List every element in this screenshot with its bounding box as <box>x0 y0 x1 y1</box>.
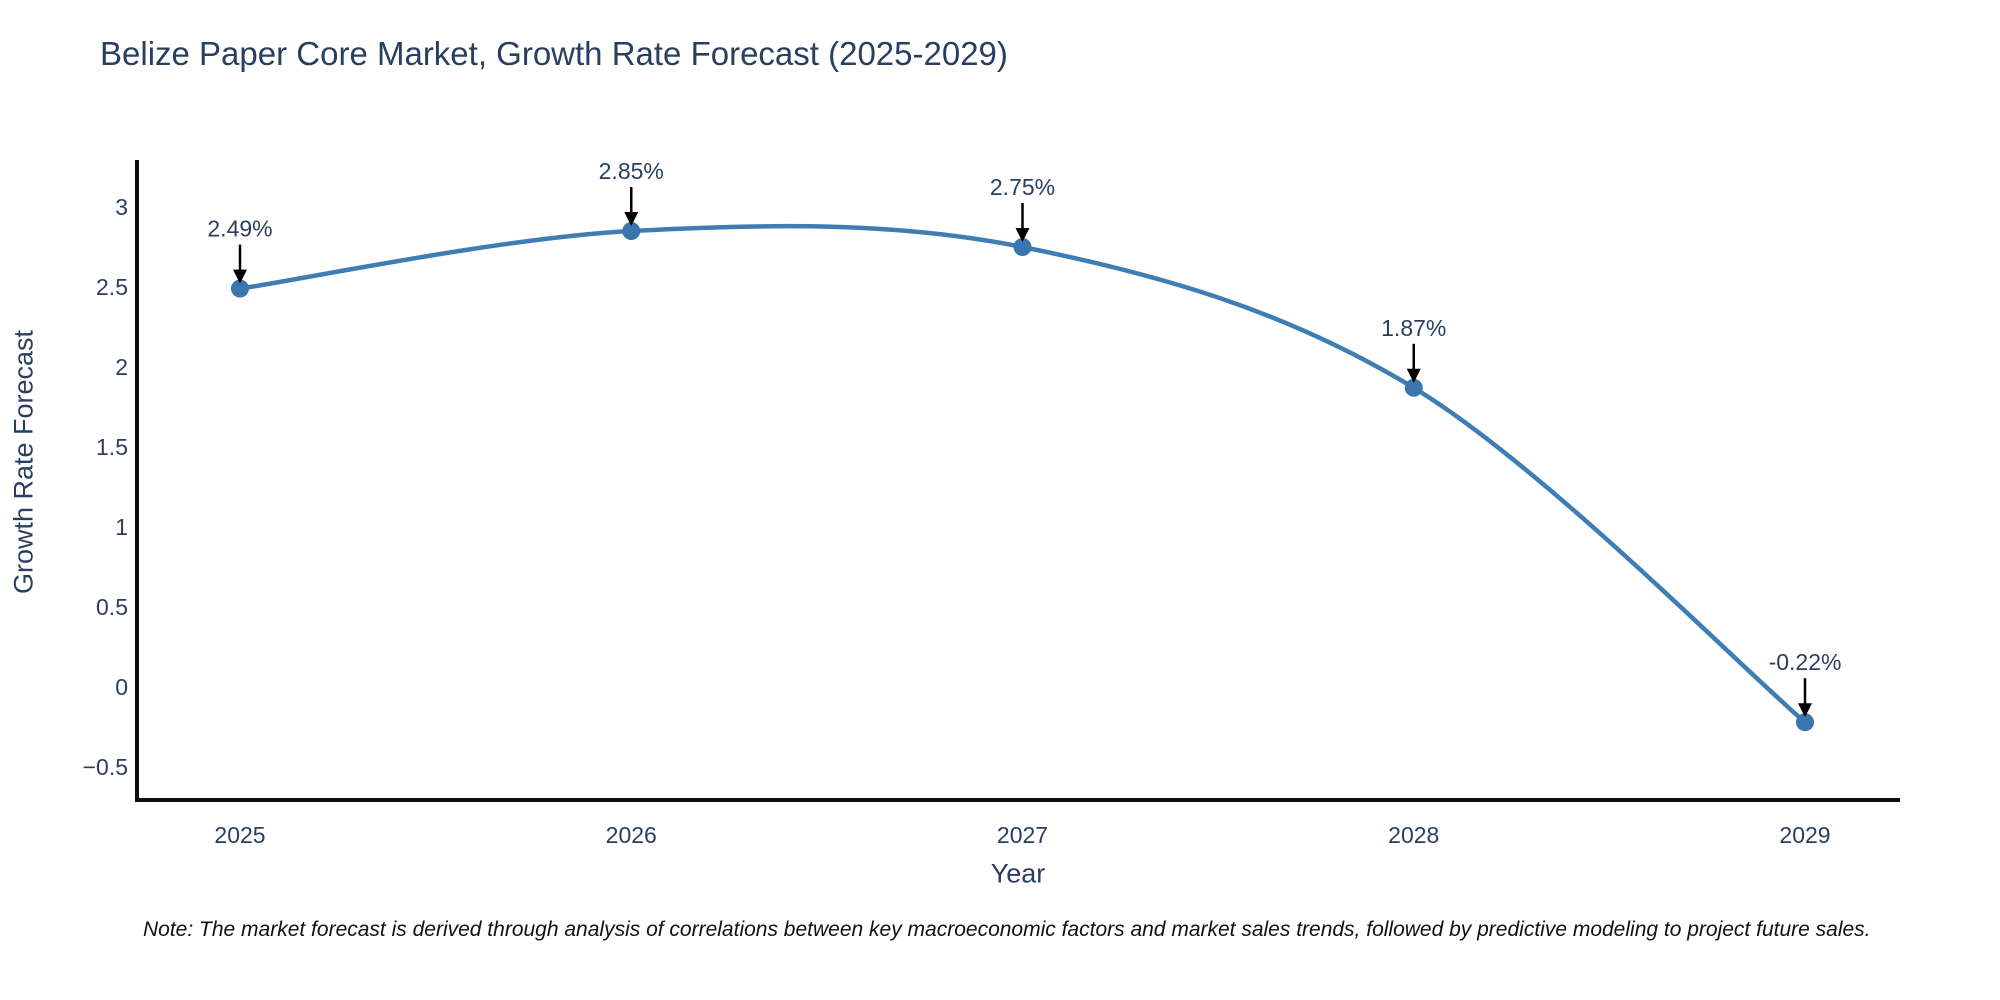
data-point-marker <box>231 279 249 298</box>
annotation-arrow-head <box>624 212 639 226</box>
y-axis-title: Growth Rate Forecast <box>8 329 39 595</box>
forecast-trend-line <box>237 223 1808 725</box>
footnote-text: Note: The market forecast is derived thr… <box>143 918 1871 941</box>
x-tick-label: 2029 <box>1779 822 1830 848</box>
y-tick-label: 1 <box>115 514 128 540</box>
data-point-marker <box>1796 713 1814 732</box>
data-point-marker <box>1013 238 1032 256</box>
data-point-label: 2.85% <box>599 158 664 184</box>
y-tick-label: 2.5 <box>96 274 128 300</box>
data-point-marker <box>622 222 641 240</box>
y-tick-label: 2 <box>115 354 128 380</box>
x-axis-title: Year <box>990 858 1046 889</box>
data-point-label: 1.87% <box>1381 315 1446 341</box>
chart-title: Belize Paper Core Market, Growth Rate Fo… <box>100 35 1008 72</box>
x-tick-label: 2026 <box>606 822 657 848</box>
annotation-arrow-head <box>1406 368 1421 383</box>
y-tick-label: 3 <box>115 194 128 220</box>
data-point-label: 2.75% <box>990 174 1055 200</box>
x-tick-label: 2025 <box>214 822 265 848</box>
data-point-marker <box>1404 378 1423 397</box>
data-point-label: -0.22% <box>1769 649 1842 675</box>
annotation-arrow-head <box>233 269 247 284</box>
data-point-label: 2.49% <box>207 216 272 242</box>
y-tick-label: −0.5 <box>83 754 128 780</box>
y-tick-label: 0 <box>115 674 128 700</box>
y-tick-label: 0.5 <box>96 594 128 620</box>
y-tick-label: 1.5 <box>96 434 128 460</box>
annotation-arrow-head <box>1015 228 1030 242</box>
annotation-arrow-head <box>1798 703 1812 718</box>
x-tick-label: 2027 <box>997 822 1048 848</box>
x-tick-label: 2028 <box>1388 822 1439 848</box>
